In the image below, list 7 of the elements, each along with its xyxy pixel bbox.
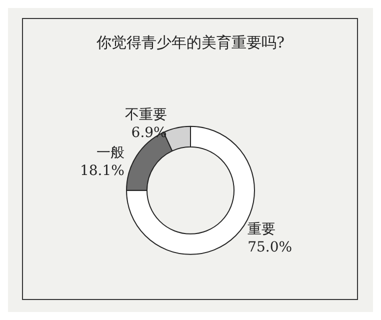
data-label: 6.9% — [131, 124, 167, 141]
chart-title: 你觉得青少年的美育重要吗? — [95, 34, 285, 52]
data-label: 75.0% — [248, 239, 292, 256]
slice-label: 重要 — [248, 221, 276, 238]
slice-label: 不重要 — [124, 106, 167, 123]
slice-label: 一般 — [96, 144, 124, 161]
data-label: 18.1% — [80, 162, 124, 179]
